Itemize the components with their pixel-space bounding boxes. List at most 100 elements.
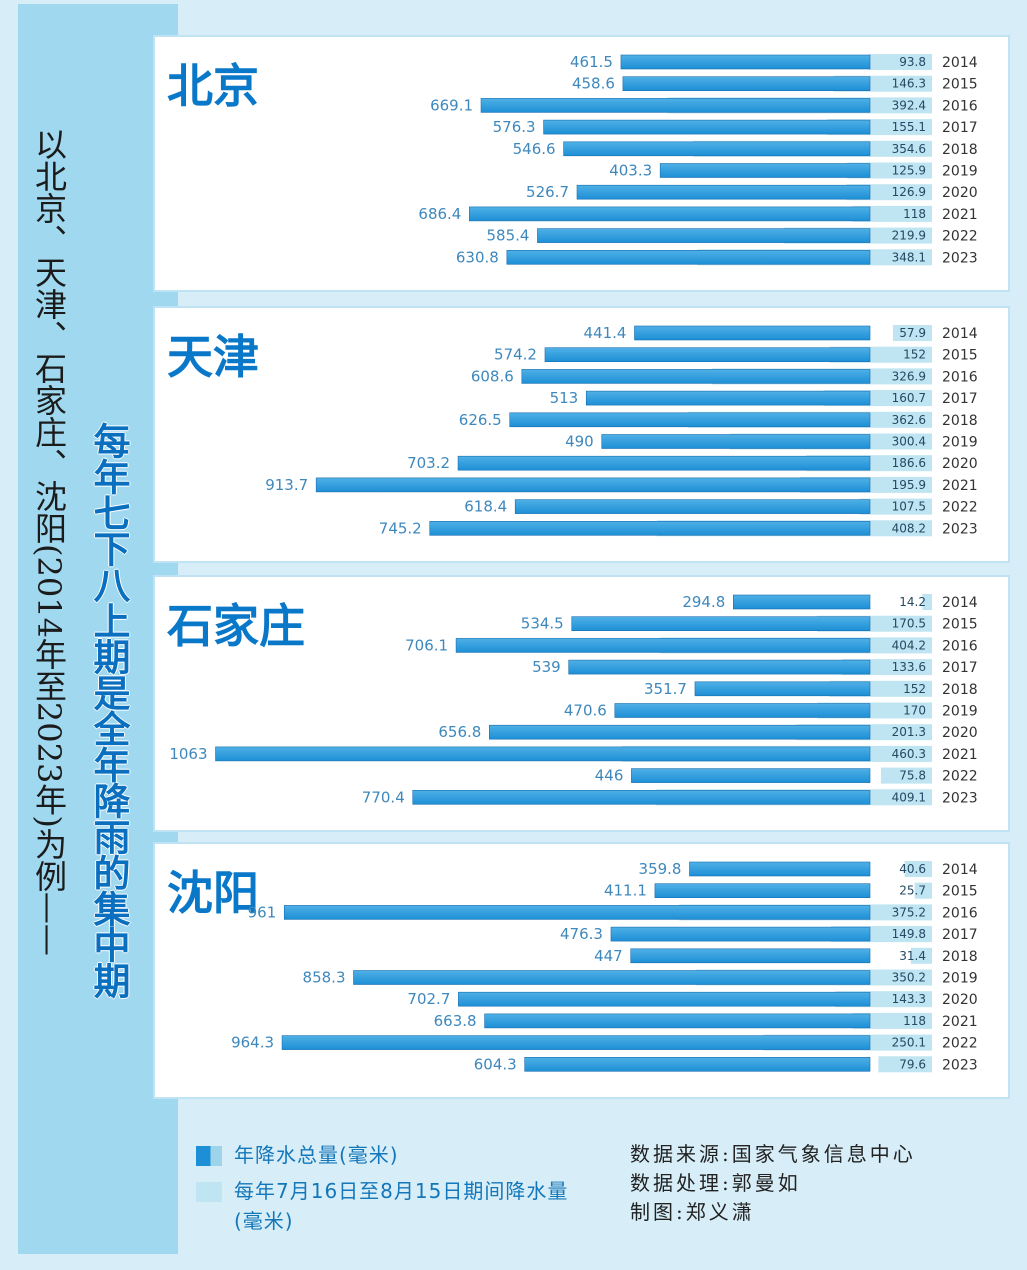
- total-bar: [630, 948, 871, 964]
- total-bar: [429, 520, 871, 536]
- legend-swatch-total: [196, 1146, 222, 1166]
- total-bar: [622, 76, 871, 91]
- total-value-label: 1063: [169, 745, 207, 763]
- total-value-label: 441.4: [584, 324, 627, 342]
- main-title: 每年七下八上期是全年降雨的集中期: [87, 422, 130, 998]
- period-value-label: 375.2: [892, 905, 926, 919]
- total-value-label: 446: [595, 767, 624, 785]
- legend-label-period: 每年7月16日至8月15日期间降水量(毫米): [234, 1179, 569, 1233]
- year-label: 2016: [942, 905, 978, 921]
- period-value-label: 160.7: [892, 391, 926, 405]
- total-value-label: 490: [565, 433, 594, 451]
- total-value-label: 686.4: [418, 205, 461, 223]
- year-label: 2022: [942, 1036, 978, 1052]
- period-value-label: 250.1: [892, 1036, 926, 1050]
- total-value-label: 534.5: [521, 615, 564, 633]
- period-value-label: 152: [903, 348, 926, 362]
- year-label: 2018: [942, 949, 978, 965]
- year-label: 2019: [942, 164, 978, 180]
- year-label: 2023: [942, 521, 978, 537]
- charts-area: 北京 461.5 93.8 2014 458.6 146.3 2015 669.1 392.4 2…: [153, 35, 1010, 1099]
- total-bar: [484, 1013, 871, 1029]
- legend-item-total: 年降水总量(毫米): [196, 1140, 616, 1170]
- year-label: 2016: [942, 369, 978, 385]
- year-label: 2015: [942, 77, 978, 93]
- total-bar: [537, 228, 871, 243]
- total-value-label: 576.3: [493, 118, 536, 136]
- total-bar: [610, 926, 871, 942]
- total-value-label: 526.7: [526, 183, 569, 201]
- total-bar: [568, 659, 871, 675]
- period-value-label: 350.2: [892, 971, 926, 985]
- panel-title: 天津: [167, 330, 259, 384]
- period-value-label: 195.9: [892, 478, 926, 492]
- total-value-label: 702.7: [407, 990, 450, 1008]
- total-value-label: 574.2: [494, 346, 537, 364]
- period-bar: [880, 767, 932, 784]
- total-bar: [514, 499, 871, 514]
- year-label: 2022: [942, 769, 978, 785]
- total-bar: [563, 141, 871, 157]
- period-value-label: 392.4: [892, 98, 926, 112]
- total-bar: [315, 477, 871, 493]
- total-bar: [281, 1035, 871, 1050]
- period-value-label: 152: [903, 682, 926, 696]
- total-bar: [631, 768, 871, 783]
- period-value-label: 146.3: [892, 77, 926, 91]
- total-value-label: 618.4: [464, 498, 507, 516]
- year-label: 2017: [942, 391, 978, 407]
- period-bar: [852, 1012, 932, 1029]
- year-label: 2014: [942, 595, 978, 611]
- total-value-label: 359.8: [639, 860, 682, 878]
- period-value-label: 75.8: [899, 769, 926, 783]
- period-value-label: 186.6: [892, 456, 926, 470]
- period-bar: [878, 1056, 932, 1073]
- total-value-label: 630.8: [456, 248, 499, 266]
- total-value-label: 476.3: [560, 925, 603, 943]
- total-value-label: 706.1: [405, 636, 448, 654]
- total-bar: [601, 434, 871, 449]
- total-bar: [524, 1057, 871, 1072]
- credit-processing: 数据处理:郭曼如: [630, 1171, 801, 1195]
- total-bar: [489, 724, 871, 740]
- year-label: 2015: [942, 348, 978, 364]
- year-label: 2016: [942, 638, 978, 654]
- total-value-label: 585.4: [486, 227, 529, 245]
- total-value-label: 913.7: [265, 476, 308, 494]
- total-value-label: 608.6: [471, 367, 514, 385]
- year-label: 2021: [942, 478, 978, 494]
- period-bar: [914, 882, 932, 899]
- total-value-label: 411.1: [604, 882, 647, 900]
- total-bar: [694, 681, 871, 697]
- year-label: 2021: [942, 207, 978, 223]
- total-bar: [620, 54, 871, 70]
- total-value-label: 403.3: [609, 162, 652, 180]
- period-value-label: 170.5: [892, 617, 926, 631]
- total-bar: [469, 206, 871, 222]
- total-bar: [576, 184, 871, 200]
- year-label: 2020: [942, 725, 978, 741]
- period-value-label: 408.2: [892, 521, 926, 535]
- legend: 年降水总量(毫米) 每年7月16日至8月15日期间降水量(毫米): [196, 1140, 616, 1242]
- chart-panel-4: 沈阳 359.8 40.6 2014 411.1 25.7 2015 961 375.2 2016…: [153, 842, 1010, 1099]
- year-label: 2019: [942, 971, 978, 987]
- year-label: 2014: [942, 55, 978, 71]
- total-bar: [521, 369, 871, 384]
- period-value-label: 126.9: [892, 185, 926, 199]
- total-bar: [353, 970, 871, 985]
- side-strip: [18, 4, 178, 1254]
- legend-label-total: 年降水总量(毫米): [234, 1143, 399, 1167]
- total-bar: [543, 119, 871, 135]
- panel-title: 沈阳: [167, 866, 259, 920]
- period-bar: [859, 498, 932, 515]
- total-bar: [480, 98, 871, 113]
- period-value-label: 118: [903, 1014, 926, 1028]
- year-label: 2021: [942, 747, 978, 763]
- year-label: 2015: [942, 884, 978, 900]
- panel-title: 北京: [167, 59, 259, 113]
- total-bar: [215, 746, 871, 762]
- year-label: 2019: [942, 435, 978, 451]
- total-bar: [689, 861, 871, 877]
- total-value-label: 461.5: [570, 53, 613, 71]
- chart-panel-1: 北京 461.5 93.8 2014 458.6 146.3 2015 669.1 392.4 2…: [153, 35, 1010, 292]
